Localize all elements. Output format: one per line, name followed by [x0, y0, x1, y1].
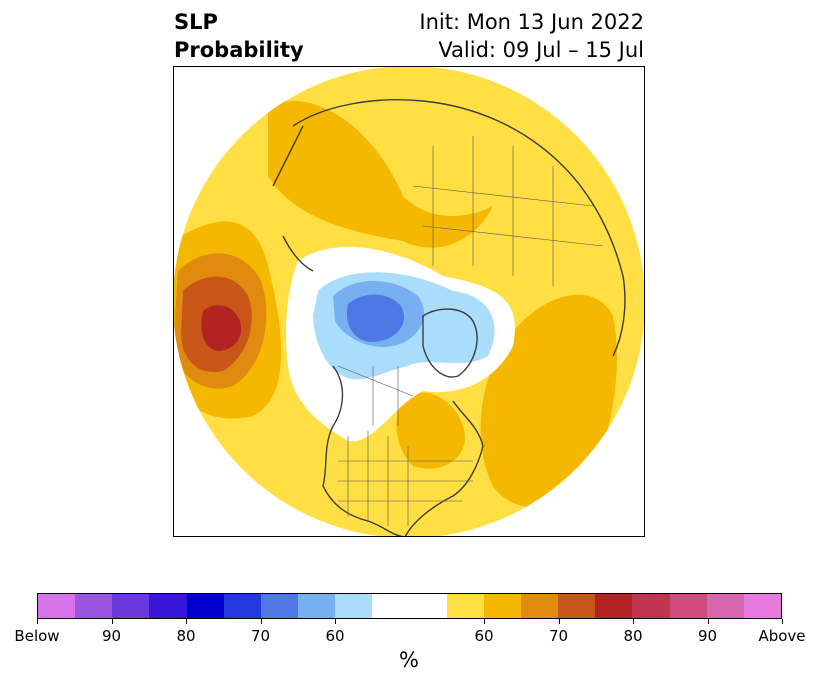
colorbar-tick-mark	[186, 619, 187, 624]
chart-title-right: Init: Mon 13 Jun 2022 Valid: 09 Jul – 15…	[419, 8, 644, 64]
above-65-region-atlantic	[480, 294, 617, 508]
above-65-region-america	[396, 392, 465, 469]
colorbar-below-swatch	[260, 594, 299, 618]
above-80-region	[201, 305, 242, 351]
colorbar-tick-label: 60	[474, 627, 494, 645]
colorbar-tick-label: 80	[623, 627, 643, 645]
eurasia-outline	[292, 99, 626, 357]
below-70-region	[346, 294, 405, 342]
colorbar	[37, 593, 782, 619]
init-date: Init: Mon 13 Jun 2022	[419, 10, 644, 34]
colorbar-above-swatch	[743, 594, 782, 618]
colorbar-below-swatch	[335, 594, 373, 618]
colorbar-above-swatch	[558, 594, 596, 618]
colorbar-above-swatch	[521, 594, 559, 618]
chart-title-left: SLP Probability	[174, 8, 304, 64]
colorbar-above-swatch	[595, 594, 633, 618]
eurasia-borders	[412, 136, 604, 286]
canada-borders	[337, 365, 414, 426]
greenland-outline	[422, 308, 478, 378]
colorbar-below-swatch	[298, 594, 336, 618]
colorbar-unit-label: %	[399, 648, 419, 672]
colorbar-below-swatch	[223, 594, 261, 618]
colorbar-tick-mark	[484, 619, 485, 624]
colorbar-tick-label: 60	[325, 627, 345, 645]
valid-range: Valid: 09 Jul – 15 Jul	[438, 38, 644, 62]
colorbar-tick-label: 90	[697, 627, 718, 645]
colorbar-tick-mark	[782, 619, 783, 624]
colorbar-below-swatch	[112, 594, 150, 618]
colorbar-above-swatch	[669, 594, 707, 618]
colorbar-above-swatch	[706, 594, 744, 618]
colorbar-below-swatch	[149, 594, 187, 618]
colorbar-tick-mark	[335, 619, 336, 624]
colorbar-tick-label: 80	[176, 627, 196, 645]
above-65-region-asia	[268, 100, 493, 248]
colorbar-tick-mark	[558, 619, 560, 624]
us-states-grid	[338, 431, 473, 526]
colorbar-tick-mark	[260, 619, 262, 624]
colorbar-tick-mark	[111, 619, 113, 624]
colorbar-neutral-swatch	[372, 594, 447, 618]
country-borders	[337, 136, 604, 526]
colorbar-tick-label: Above	[758, 627, 806, 645]
colorbar-above-swatch	[632, 594, 670, 618]
colorbar-tick-label: Below	[14, 627, 60, 645]
colorbar-tick-label: 90	[101, 627, 122, 645]
colorbar-above-swatch	[446, 594, 484, 618]
colorbar-tick-mark	[37, 619, 38, 624]
title-type: Probability	[174, 38, 304, 62]
colorbar-tick-label: 70	[250, 627, 271, 645]
colorbar-tick-label: 70	[548, 627, 569, 645]
colorbar-tick-mark	[707, 619, 709, 624]
europe-outline	[272, 125, 314, 272]
north-america-outline	[322, 365, 484, 537]
colorbar-below-swatch	[38, 594, 76, 618]
colorbar-below-swatch	[75, 594, 113, 618]
colorbar-tick-mark	[633, 619, 634, 624]
continent-outlines	[272, 99, 626, 537]
probability-map	[173, 66, 645, 537]
colorbar-below-swatch	[186, 594, 224, 618]
map-frame	[173, 66, 645, 537]
title-variable: SLP	[174, 10, 218, 34]
colorbar-above-swatch	[483, 594, 522, 618]
